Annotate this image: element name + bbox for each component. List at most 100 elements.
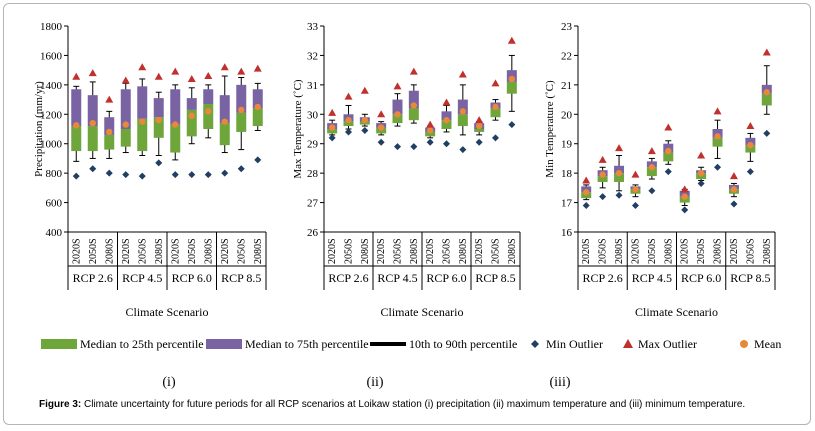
period-label: 2050S (344, 238, 355, 264)
y-tick-label: 1400 (40, 80, 63, 92)
max-outlier-marker (360, 86, 369, 94)
min-outlier-marker (254, 156, 262, 164)
min-outlier-marker (328, 134, 336, 142)
box-lower-half (408, 108, 419, 121)
y-tick-label: 1600 (40, 50, 63, 62)
max-outlier-marker (105, 95, 114, 103)
period-label: 2080S (507, 238, 518, 264)
period-label: 2080S (104, 238, 115, 264)
min-outlier-marker (377, 138, 385, 146)
y-tick-label: 22 (561, 50, 572, 62)
mean-marker (254, 103, 261, 111)
mean-marker (730, 186, 738, 193)
box-upper-half (392, 99, 403, 115)
x-axis-title: Climate Scenario (635, 305, 718, 319)
min-outlier-marker (122, 171, 130, 179)
box-upper-half (252, 89, 263, 109)
mean-marker (632, 186, 639, 193)
legend-label-p25: Median to 25th percentile (80, 337, 204, 351)
y-tick-label: 16 (561, 227, 573, 239)
legend: Median to 25th percentile Median to 75th… (41, 337, 781, 351)
box-lower-half (327, 129, 338, 134)
min-outlier-marker (582, 202, 590, 210)
y-tick-label: 800 (46, 168, 63, 180)
y-tick-label: 27 (307, 198, 319, 210)
y-tick-label: 21 (561, 80, 572, 92)
legend-label-min: Min Outlier (546, 337, 603, 351)
min-outlier-marker (615, 191, 623, 199)
box-lower-half (219, 123, 230, 146)
period-label: 2080S (458, 238, 469, 264)
max-outlier-marker (138, 63, 147, 71)
mean-marker (73, 122, 80, 129)
min-outlier-marker (72, 172, 80, 180)
min-outlier-marker (221, 169, 229, 177)
max-outlier-marker (171, 67, 180, 75)
max-outlier-marker (729, 172, 738, 180)
legend-label-mean: Mean (754, 337, 781, 351)
group-label: RCP 4.5 (632, 271, 672, 285)
period-label: 2020S (630, 238, 641, 264)
period-label: 2080S (253, 238, 264, 264)
y-tick-label: 18 (561, 168, 573, 180)
mean-marker (615, 169, 623, 177)
period-label: 2020S (71, 238, 82, 264)
period-label: 2050S (236, 238, 247, 264)
period-label: 2020S (729, 238, 740, 264)
min-outlier-marker (188, 171, 196, 179)
period-label: 2020S (474, 238, 485, 264)
max-outlier-marker (204, 72, 213, 80)
box-lower-half (663, 152, 674, 162)
period-label: 2080S (360, 238, 371, 264)
figure-caption: Figure 3: Climate uncertainty for future… (39, 399, 809, 410)
box-lower-half (614, 173, 625, 182)
mean-marker (697, 169, 705, 177)
box-lower-half (474, 129, 485, 132)
panel-label-i: (i) (162, 375, 176, 390)
mean-marker (681, 193, 688, 200)
group-label: RCP 2.6 (328, 271, 368, 285)
group-label: RCP 8.5 (475, 271, 515, 285)
caption-text: Climate uncertainty for future periods f… (81, 399, 746, 410)
min-outlier-marker (730, 200, 738, 208)
box-lower-half (343, 121, 354, 127)
box-lower-half (441, 120, 452, 129)
max-outlier-marker (647, 147, 656, 155)
min-outlier-marker (508, 121, 516, 129)
period-label: 2050S (696, 238, 707, 264)
max-outlier-marker (475, 116, 484, 124)
period-label: 2080S (154, 238, 165, 264)
period-label: 2050S (598, 238, 609, 264)
min-outlier-marker (763, 129, 771, 137)
group-label: RCP 8.5 (730, 271, 770, 285)
box-lower-half (236, 112, 247, 132)
max-outlier-marker (88, 69, 97, 77)
box-upper-half (219, 95, 230, 124)
mean-marker (394, 111, 401, 118)
box-lower-half (425, 131, 436, 137)
max-outlier-marker (121, 76, 130, 84)
y-tick-label: 1800 (40, 21, 63, 33)
box-upper-half (137, 86, 148, 119)
min-outlier-marker (394, 143, 401, 151)
mean-marker (328, 124, 336, 131)
box-lower-half (646, 167, 657, 177)
period-label: 2020S (121, 238, 132, 264)
box-upper-half (408, 90, 419, 109)
box-upper-half (236, 84, 247, 113)
box-lower-half (506, 81, 517, 94)
period-label: 2050S (88, 238, 99, 264)
min-outlier-marker (599, 193, 607, 201)
mean-marker (345, 116, 352, 124)
chart-panel-1: 400 600 800 1000 1200 1400 1600 1800 Precipitati… (33, 21, 267, 319)
mean-marker (747, 141, 754, 149)
max-outlier-marker (664, 123, 673, 131)
y-tick-label: 28 (307, 168, 319, 180)
mean-marker (648, 164, 656, 171)
box-upper-half (104, 117, 115, 135)
mean-marker (583, 189, 590, 196)
box-lower-half (745, 145, 756, 153)
mean-marker (106, 128, 113, 136)
group-label: RCP 6.0 (426, 271, 466, 285)
box-lower-half (597, 176, 608, 182)
